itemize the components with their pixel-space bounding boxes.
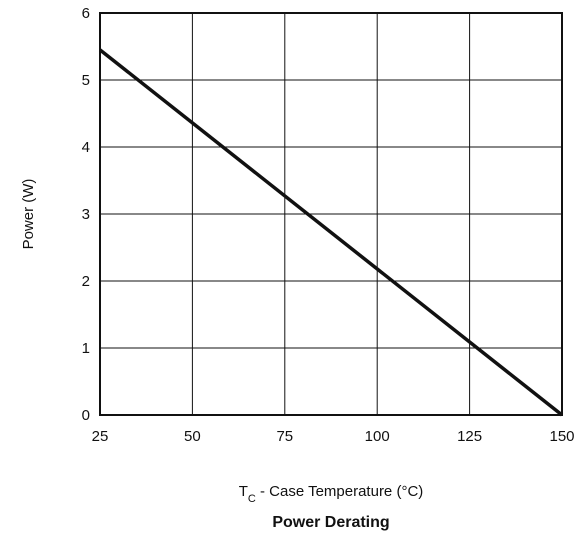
derating-line: [98, 48, 564, 417]
series-layer: [98, 48, 564, 417]
x-tick-label: 100: [365, 428, 390, 445]
chart-title: Power Derating: [272, 514, 389, 531]
y-tick-label: 0: [82, 407, 90, 424]
y-tick-label: 3: [82, 206, 90, 223]
y-tick-label: 1: [82, 340, 90, 357]
y-axis-label: Power (W): [20, 179, 37, 250]
x-axis-label: TC - Case Temperature (°C): [239, 483, 424, 505]
y-tick-label: 2: [82, 273, 90, 290]
x-axis-label-subscript: C: [248, 493, 256, 505]
x-tick-label: 50: [184, 428, 201, 445]
x-axis-label-main: T: [239, 483, 248, 500]
grid-lines: [99, 12, 563, 416]
y-tick-label: 6: [82, 5, 90, 22]
x-tick-label: 125: [457, 428, 482, 445]
x-tick-label: 150: [549, 428, 574, 445]
y-tick-label: 5: [82, 72, 90, 89]
x-tick-label: 75: [276, 428, 293, 445]
x-tick-labels: 25 50 75 100 125 150: [92, 428, 575, 445]
y-tick-label: 4: [82, 139, 90, 156]
y-tick-labels: 0 1 2 3 4 5 6: [82, 5, 90, 424]
x-tick-label: 25: [92, 428, 109, 445]
plot-frame: [99, 12, 563, 416]
x-axis-label-rest: - Case Temperature (°C): [256, 483, 423, 500]
